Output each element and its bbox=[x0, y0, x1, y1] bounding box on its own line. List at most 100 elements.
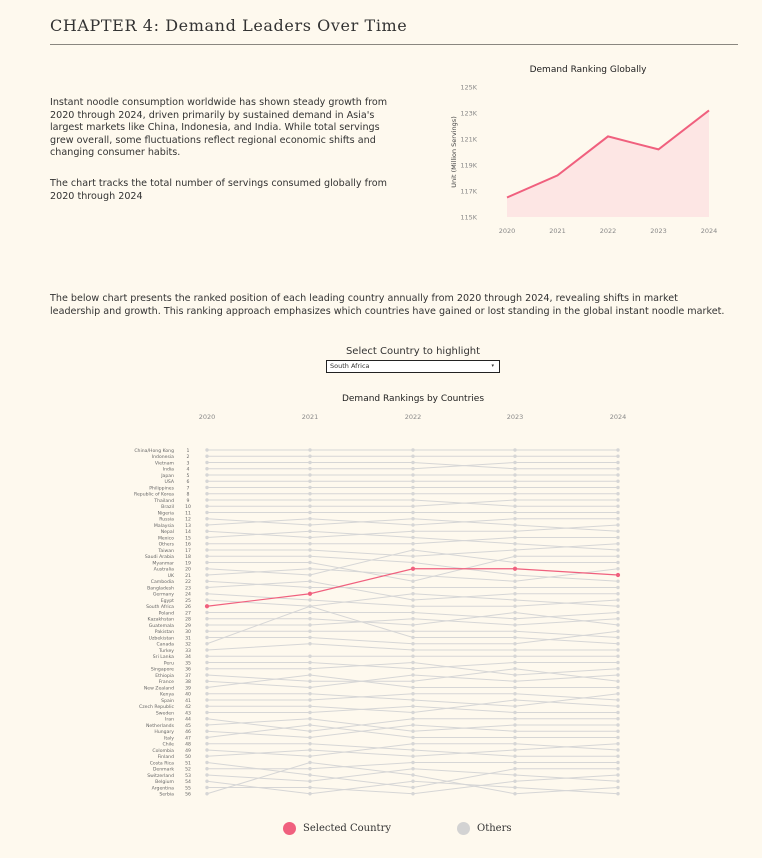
country-line-other[interactable] bbox=[205, 717, 620, 733]
rank-label: 27 bbox=[185, 610, 191, 616]
country-line-other[interactable] bbox=[205, 554, 620, 583]
country-label: Others bbox=[159, 542, 175, 548]
rank-label: 28 bbox=[185, 617, 191, 623]
rank-label: 7 bbox=[187, 485, 190, 491]
rank-label: 8 bbox=[187, 492, 190, 498]
country-line-other[interactable] bbox=[205, 479, 620, 483]
rank-label: 6 bbox=[187, 479, 190, 485]
area-chart-title: Demand Ranking Globally bbox=[530, 65, 648, 75]
country-label: Sweden bbox=[156, 710, 174, 716]
y-tick-label: 115K bbox=[460, 214, 477, 222]
country-line-other[interactable] bbox=[205, 579, 620, 590]
country-line-other[interactable] bbox=[205, 492, 620, 496]
country-line-other[interactable] bbox=[205, 567, 620, 583]
country-line-other[interactable] bbox=[205, 767, 620, 783]
rank-label: 4 bbox=[187, 467, 190, 473]
rank-label: 11 bbox=[185, 510, 191, 516]
country-label: Bangladesh bbox=[147, 585, 174, 591]
rank-label: 24 bbox=[185, 592, 191, 598]
country-line-other[interactable] bbox=[205, 473, 620, 477]
country-line-other[interactable] bbox=[205, 760, 620, 796]
country-line-other[interactable] bbox=[205, 660, 620, 671]
x-tick-label: 2023 bbox=[650, 227, 667, 235]
country-line-other[interactable] bbox=[205, 704, 620, 715]
country-label: Vietnam bbox=[155, 460, 175, 466]
bump-chart-title: Demand Rankings by Countries bbox=[342, 394, 484, 404]
country-line-other[interactable] bbox=[205, 485, 620, 490]
rank-label: 40 bbox=[185, 692, 191, 698]
chevron-down-icon[interactable]: ▾ bbox=[491, 363, 494, 369]
country-line-other[interactable] bbox=[205, 454, 620, 458]
rank-label: 36 bbox=[185, 667, 191, 673]
country-line-other[interactable] bbox=[205, 673, 620, 690]
country-dropdown[interactable]: South Africa ▾ bbox=[326, 360, 500, 373]
rank-label: 49 bbox=[185, 748, 191, 754]
country-line-other[interactable] bbox=[205, 498, 620, 508]
country-line-other[interactable] bbox=[205, 654, 620, 658]
country-line-other[interactable] bbox=[205, 617, 620, 627]
country-label: Sri Lanka bbox=[153, 654, 174, 660]
country-label: Nepal bbox=[161, 529, 174, 535]
country-line-other[interactable] bbox=[205, 460, 620, 471]
legend-others-label: Others bbox=[477, 823, 512, 834]
year-label: 2024 bbox=[610, 413, 627, 421]
country-label: Kenya bbox=[160, 692, 174, 698]
country-line-other[interactable] bbox=[205, 642, 620, 652]
country-line-other[interactable] bbox=[205, 673, 620, 690]
country-line-other[interactable] bbox=[205, 529, 620, 552]
country-line-other[interactable] bbox=[205, 723, 620, 740]
rank-label: 29 bbox=[185, 623, 191, 629]
country-label: Serbia bbox=[159, 792, 174, 798]
country-label: Malaysia bbox=[154, 523, 174, 529]
rank-label: 56 bbox=[185, 792, 191, 798]
country-line-other[interactable] bbox=[205, 517, 620, 527]
country-line-other[interactable] bbox=[205, 723, 620, 740]
country-line-other[interactable] bbox=[205, 517, 620, 533]
country-label: Colombia bbox=[152, 748, 174, 754]
country-line-other[interactable] bbox=[205, 535, 620, 546]
rank-label: 16 bbox=[185, 542, 191, 548]
rank-label: 43 bbox=[185, 710, 191, 716]
country-label: Belgium bbox=[155, 779, 174, 785]
country-line-other[interactable] bbox=[205, 742, 620, 758]
country-line-other[interactable] bbox=[205, 760, 620, 771]
country-line-other[interactable] bbox=[205, 542, 620, 558]
intro-paragraph-1: Instant noodle consumption worldwide has… bbox=[50, 97, 388, 159]
rank-label: 22 bbox=[185, 579, 191, 585]
country-line-other[interactable] bbox=[205, 510, 620, 515]
rank-label: 52 bbox=[185, 767, 191, 773]
rank-label: 54 bbox=[185, 779, 191, 785]
country-line-other[interactable] bbox=[205, 448, 620, 452]
country-label: Ethiopia bbox=[155, 673, 174, 679]
country-line-other[interactable] bbox=[205, 698, 620, 715]
country-line-other[interactable] bbox=[205, 629, 620, 640]
country-line-other[interactable] bbox=[205, 773, 620, 796]
country-line-other[interactable] bbox=[205, 579, 620, 602]
country-line-other[interactable] bbox=[205, 460, 620, 471]
rank-label: 33 bbox=[185, 648, 191, 654]
intro-text: Instant noodle consumption worldwide has… bbox=[50, 97, 400, 221]
y-tick-label: 117K bbox=[460, 188, 477, 196]
country-label: Uzbekistan bbox=[149, 635, 174, 641]
rank-label: 55 bbox=[185, 785, 191, 791]
country-line-other[interactable] bbox=[205, 523, 620, 540]
legend-selected: Selected Country bbox=[283, 822, 391, 835]
country-line-other[interactable] bbox=[205, 742, 620, 758]
country-line-selected[interactable] bbox=[204, 566, 621, 609]
country-line-other[interactable] bbox=[205, 779, 620, 796]
country-line-other[interactable] bbox=[205, 692, 620, 702]
rank-label: 5 bbox=[187, 473, 190, 479]
country-line-other[interactable] bbox=[205, 717, 620, 733]
country-line-other[interactable] bbox=[205, 742, 620, 758]
rank-label: 38 bbox=[185, 679, 191, 685]
country-label: Germany bbox=[153, 592, 174, 598]
intro-paragraph-2: The chart tracks the total number of ser… bbox=[50, 177, 387, 202]
country-line-other[interactable] bbox=[205, 498, 620, 508]
country-label: Pakistan bbox=[155, 629, 174, 635]
country-line-other[interactable] bbox=[205, 548, 620, 577]
x-tick-label: 2020 bbox=[499, 227, 516, 235]
bump-chart-description: The below chart presents the ranked posi… bbox=[50, 293, 725, 317]
country-line-other[interactable] bbox=[205, 604, 620, 646]
rank-label: 25 bbox=[185, 598, 191, 604]
country-line-other[interactable] bbox=[205, 760, 620, 790]
